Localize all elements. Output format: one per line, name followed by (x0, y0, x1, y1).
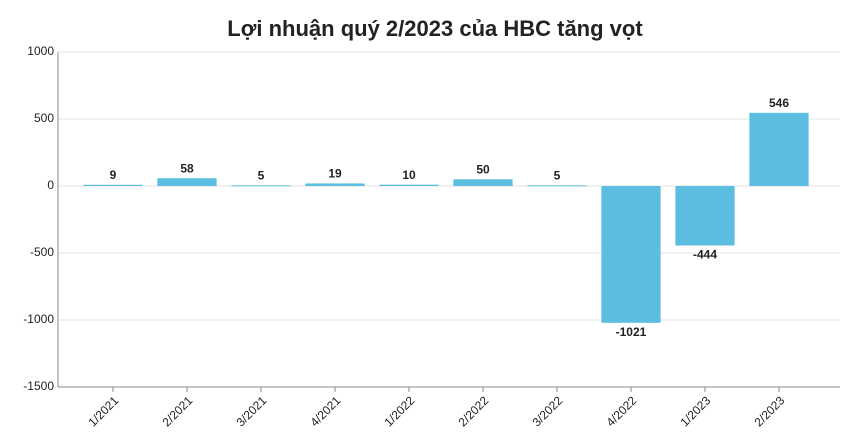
value-label: -1021 (616, 325, 647, 339)
y-tick-label: -500 (30, 245, 54, 259)
x-tick-label: 2/2022 (456, 393, 492, 429)
x-tick-label: 1/2023 (678, 393, 714, 429)
bar (379, 184, 439, 186)
bar (601, 186, 661, 323)
value-label: 5 (258, 169, 265, 183)
y-tick-label: -1000 (23, 312, 54, 326)
bar (675, 186, 735, 246)
bar (749, 112, 809, 186)
x-tick-label: 2/2023 (752, 393, 788, 429)
y-tick-label: -1500 (23, 379, 54, 393)
value-label: 546 (769, 96, 789, 110)
x-tick-label: 1/2021 (86, 393, 122, 429)
x-tick-label: 3/2022 (530, 393, 566, 429)
x-tick-label: 1/2022 (382, 393, 418, 429)
bar (83, 184, 143, 186)
value-label: 50 (476, 162, 490, 176)
value-label: 58 (180, 161, 194, 175)
bar (305, 183, 365, 186)
x-tick-label: 4/2021 (308, 393, 344, 429)
x-tick-label: 4/2022 (604, 393, 640, 429)
x-tick-label: 2/2021 (160, 393, 196, 429)
value-label: 10 (402, 168, 416, 182)
bar (453, 179, 513, 186)
value-label: 5 (554, 169, 561, 183)
value-label: 19 (328, 167, 342, 181)
y-tick-label: 500 (34, 111, 54, 125)
bar (157, 178, 217, 186)
value-label: -444 (693, 248, 717, 262)
bar (231, 185, 291, 187)
y-tick-label: 0 (47, 178, 54, 192)
chart-title: Lợi nhuận quý 2/2023 của HBC tăng vọt (227, 16, 643, 41)
y-tick-label: 1000 (27, 44, 54, 58)
bar (527, 185, 587, 187)
value-label: 9 (110, 168, 117, 182)
x-tick-label: 3/2021 (234, 393, 270, 429)
